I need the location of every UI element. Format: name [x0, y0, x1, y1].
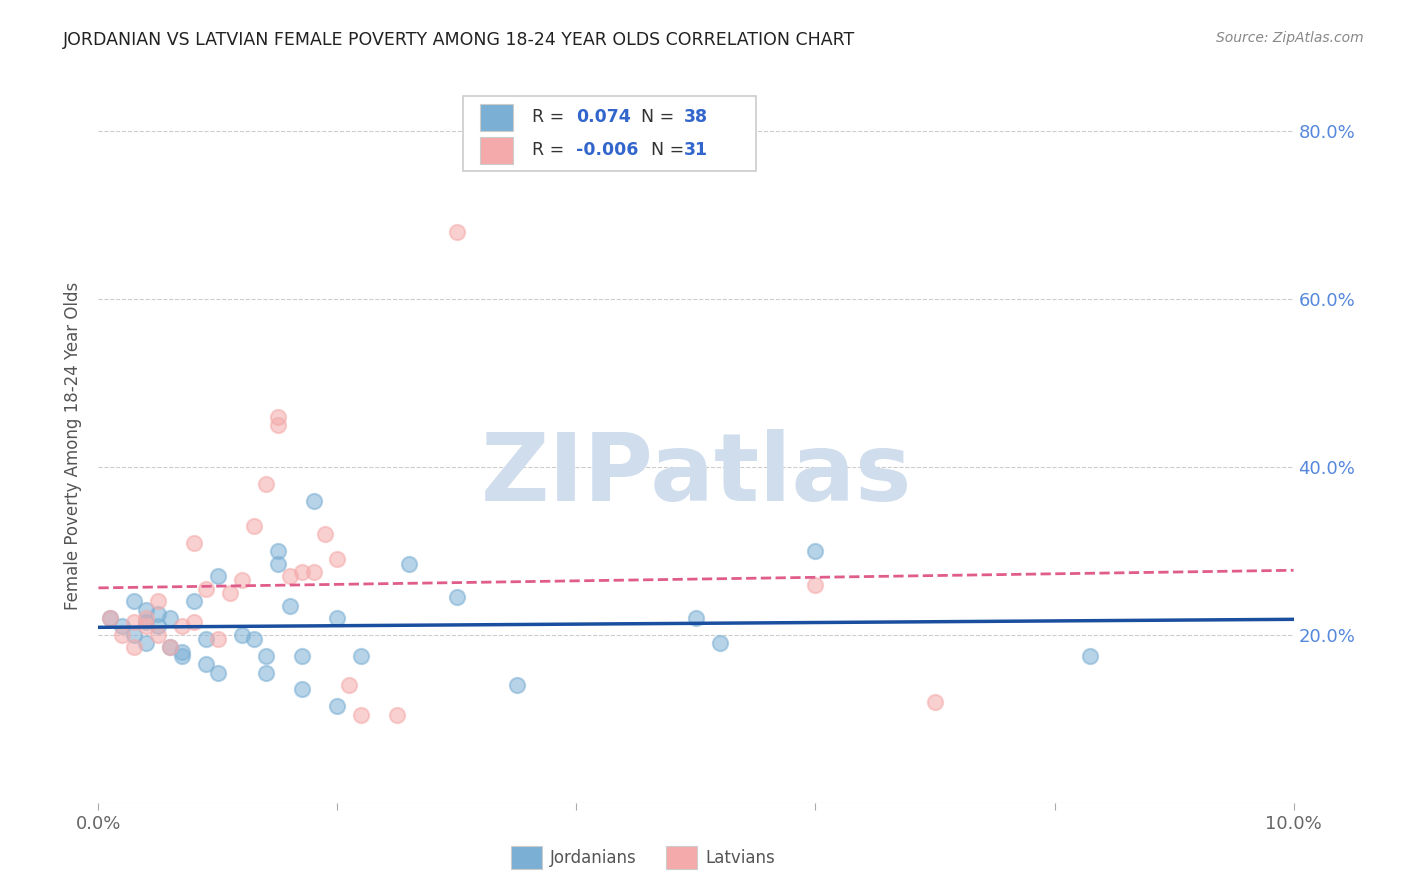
Y-axis label: Female Poverty Among 18-24 Year Olds: Female Poverty Among 18-24 Year Olds [65, 282, 83, 610]
Point [148, 607, 170, 621]
Text: 0.074: 0.074 [576, 108, 631, 127]
Point [135, 611, 157, 625]
Point [231, 628, 253, 642]
Point [350, 648, 373, 663]
Point [302, 565, 325, 579]
Point [98, 611, 122, 625]
Point [398, 557, 420, 571]
Point [326, 611, 349, 625]
Text: N =: N = [640, 141, 689, 160]
Point [183, 535, 205, 549]
Point [339, 678, 361, 692]
Point [1080, 648, 1102, 663]
Point [278, 569, 301, 583]
Point [135, 615, 157, 630]
Point [183, 594, 205, 608]
Text: ZIPatlas: ZIPatlas [481, 428, 911, 521]
Point [326, 699, 349, 714]
Point [111, 628, 134, 642]
Text: Source: ZipAtlas.com: Source: ZipAtlas.com [1216, 31, 1364, 45]
Point [195, 632, 218, 646]
Point [326, 552, 349, 566]
Point [159, 611, 181, 625]
Point [172, 645, 194, 659]
Point [506, 678, 529, 692]
Text: JORDANIAN VS LATVIAN FEMALE POVERTY AMONG 18-24 YEAR OLDS CORRELATION CHART: JORDANIAN VS LATVIAN FEMALE POVERTY AMON… [63, 31, 855, 49]
Point [195, 657, 218, 672]
Text: Jordanians: Jordanians [550, 849, 637, 867]
Point [267, 409, 290, 424]
Point [135, 636, 157, 650]
FancyBboxPatch shape [479, 103, 513, 131]
Text: Latvians: Latvians [706, 849, 775, 867]
Point [267, 544, 290, 558]
Point [148, 619, 170, 633]
Point [124, 615, 146, 630]
Point [804, 544, 827, 558]
Point [350, 707, 373, 722]
Point [172, 619, 194, 633]
Point [254, 648, 277, 663]
Point [243, 518, 266, 533]
Point [159, 640, 181, 655]
FancyBboxPatch shape [479, 136, 513, 164]
FancyBboxPatch shape [666, 847, 697, 869]
Point [148, 628, 170, 642]
Point [148, 594, 170, 608]
Point [291, 565, 314, 579]
Point [243, 632, 266, 646]
Point [124, 594, 146, 608]
Point [207, 665, 229, 680]
Point [254, 476, 277, 491]
Point [924, 695, 946, 709]
Point [315, 527, 337, 541]
Point [183, 615, 205, 630]
Text: 31: 31 [685, 141, 709, 160]
Point [267, 557, 290, 571]
Point [207, 632, 229, 646]
Point [207, 569, 229, 583]
Text: R =: R = [533, 108, 569, 127]
Point [685, 611, 707, 625]
Point [291, 682, 314, 697]
Point [709, 636, 731, 650]
Point [302, 493, 325, 508]
Text: -0.006: -0.006 [576, 141, 638, 160]
Point [98, 611, 122, 625]
Point [446, 225, 468, 239]
Point [219, 586, 242, 600]
FancyBboxPatch shape [510, 847, 541, 869]
Point [446, 590, 468, 604]
Point [111, 619, 134, 633]
Point [172, 648, 194, 663]
Point [278, 599, 301, 613]
Point [385, 707, 409, 722]
Text: N =: N = [630, 108, 681, 127]
Point [124, 640, 146, 655]
Point [804, 577, 827, 591]
Point [124, 628, 146, 642]
Text: R =: R = [533, 141, 569, 160]
Point [267, 417, 290, 432]
Point [195, 582, 218, 596]
Point [291, 648, 314, 663]
Point [135, 603, 157, 617]
Text: 38: 38 [685, 108, 709, 127]
Point [159, 640, 181, 655]
FancyBboxPatch shape [463, 96, 756, 171]
Point [254, 665, 277, 680]
Point [231, 574, 253, 588]
Point [135, 619, 157, 633]
